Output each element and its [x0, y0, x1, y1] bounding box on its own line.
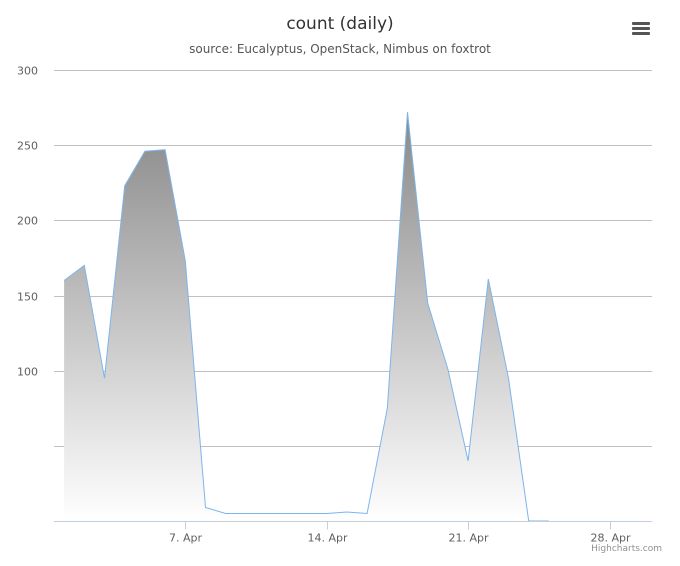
series-area — [64, 112, 549, 521]
credits-link[interactable]: Highcharts.com — [591, 544, 662, 554]
hamburger-menu-icon[interactable] — [626, 16, 656, 42]
x-tick-label: 21. Apr — [448, 532, 488, 545]
x-tick-label: 7. Apr — [169, 532, 202, 545]
chart-subtitle: source: Eucalyptus, OpenStack, Nimbus on… — [189, 42, 491, 56]
x-tick-label: 14. Apr — [307, 532, 347, 545]
chart-title: count (daily) — [286, 14, 394, 34]
y-tick-label: 150 — [17, 291, 38, 304]
y-tick-label: 200 — [17, 215, 38, 228]
y-tick-label: 250 — [17, 140, 38, 153]
y-tick-label: 100 — [17, 366, 38, 379]
x-tick-label: 28. Apr — [590, 532, 630, 545]
y-tick-label: 300 — [17, 65, 38, 78]
